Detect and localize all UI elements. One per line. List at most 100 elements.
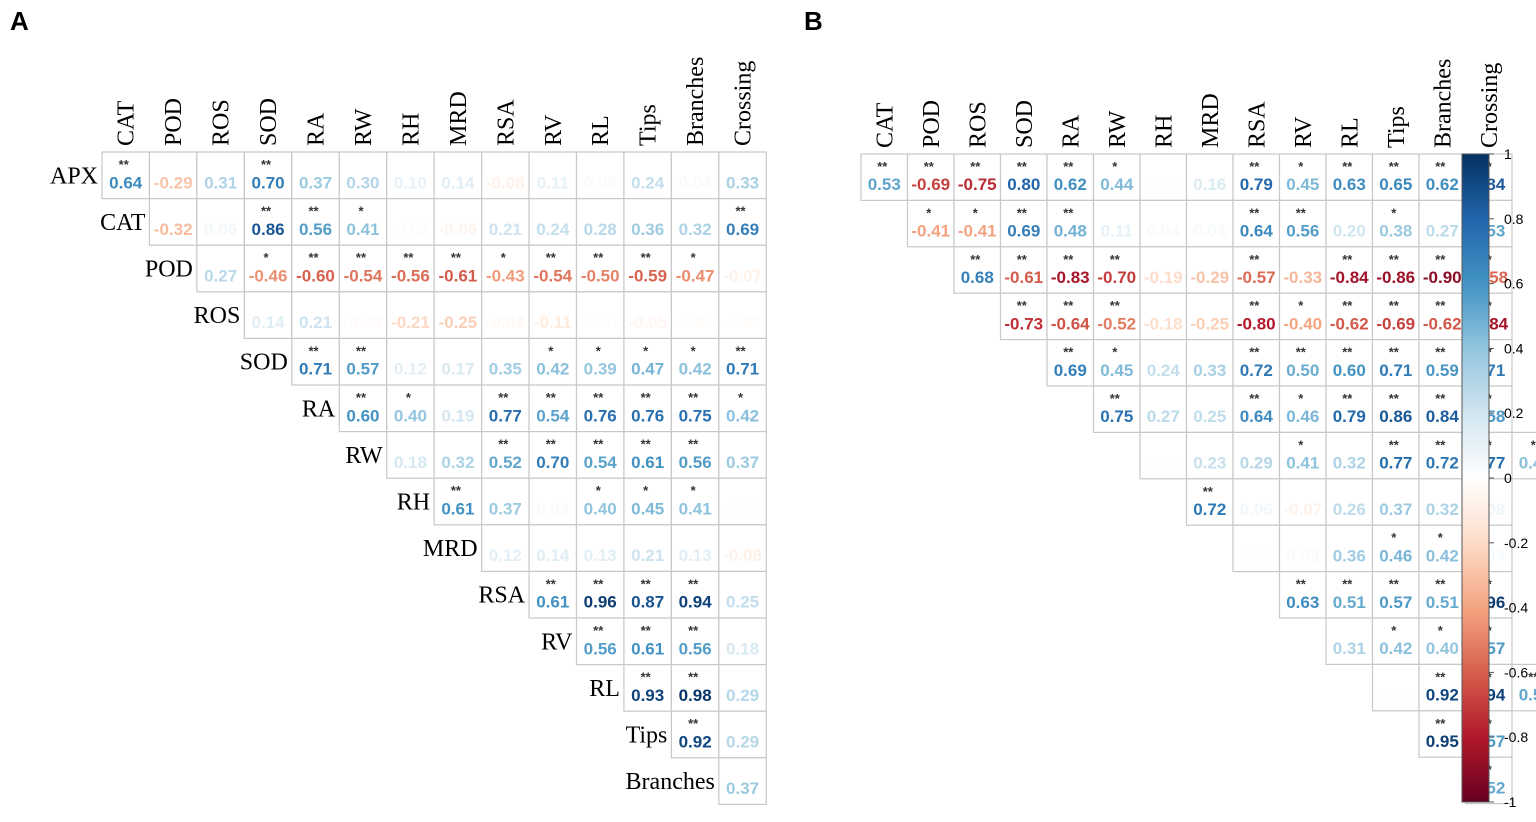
panel-b-value: 0.86 <box>1379 407 1412 426</box>
panel-a-significance: * <box>548 343 554 358</box>
panel-a-row-label: CAT <box>100 210 146 236</box>
panel-a-cell <box>481 477 530 526</box>
panel-a-value: -0.08 <box>723 546 762 565</box>
panel-a-cell <box>575 431 625 479</box>
panel-b-value: 0.41 <box>1286 454 1319 473</box>
panel-b-value: -0.25 <box>1190 314 1229 333</box>
panel-a-value: 0.42 <box>726 406 759 425</box>
panel-b-significance: ** <box>1342 252 1353 267</box>
panel-a-cell <box>623 431 673 479</box>
panel-b-significance: ** <box>924 159 935 174</box>
panel-a-significance: ** <box>688 716 699 731</box>
panel-b-cell <box>1418 385 1467 434</box>
panel-a-value: 0.11 <box>537 173 569 192</box>
panel-a-cell <box>528 337 578 386</box>
panel-a-cell <box>291 337 340 386</box>
panel-b-value: 0.06 <box>1240 500 1273 519</box>
panel-b-cell <box>1139 431 1188 480</box>
panel-a-value: 0.39 <box>584 360 617 379</box>
panel-a-value: -0.11 <box>534 313 572 332</box>
panel-b-cell <box>1232 385 1281 434</box>
panel-b-significance: ** <box>1203 484 1214 499</box>
colorbar: 1 0.8 0.6 0.4 0.2 0 -0.2 -0.4 -0.6 -0.8 -1 <box>1461 146 1528 810</box>
panel-a-value: 0.17 <box>441 360 474 379</box>
panel-a-value: 0.28 <box>584 220 617 239</box>
panel-a-significance: ** <box>546 250 557 265</box>
panel-a-row-label: Tips <box>626 723 668 749</box>
panel-a-value: 0.30 <box>346 173 379 192</box>
panel-a-significance: ** <box>641 437 652 452</box>
panel-a-value: -0.54 <box>344 267 383 286</box>
panel-b-cell <box>906 199 955 248</box>
panel-b-value: 0.42 <box>1426 546 1459 565</box>
panel-b-col-label: ROS <box>965 101 991 148</box>
panel-a-value: -0.05 <box>628 313 667 332</box>
panel-b-value: 0.01 <box>1147 175 1180 194</box>
panel-a-value: -0.29 <box>154 173 193 192</box>
panel-b-cell <box>1371 524 1420 573</box>
panel-b-cell <box>1185 478 1234 526</box>
panel-b-value: 0.63 <box>1333 175 1366 194</box>
panel-a-value: 0.37 <box>489 500 522 519</box>
panel-a-value: 0.42 <box>536 360 569 379</box>
panel-a-row-label: APX <box>50 163 98 189</box>
panel-b-value: -0.57 <box>1237 268 1276 287</box>
panel-a-value: -0.07 <box>723 267 762 286</box>
panel-b-significance: ** <box>1296 577 1307 592</box>
panel-a-value: 0.10 <box>394 173 427 192</box>
panel-a-value: 0.61 <box>631 453 664 472</box>
panel-b-value: 0.04 <box>1147 222 1181 241</box>
panel-a-value: 0.70 <box>252 173 285 192</box>
panel-b-significance: ** <box>1389 345 1400 360</box>
panel-a-cell <box>718 198 767 246</box>
panel-a-value: 0.61 <box>631 639 664 658</box>
panel-b-value: 0.42 <box>1379 639 1412 658</box>
panel-a-col-label: ROS <box>209 99 235 146</box>
panel-b-col-label: RH <box>1151 115 1177 148</box>
panel-a-cell <box>528 198 578 246</box>
panel-b-cell <box>1232 153 1281 202</box>
panel-b-significance: * <box>1391 205 1397 220</box>
panel-b-significance: ** <box>1528 669 1536 684</box>
panel-b-significance: ** <box>1389 159 1400 174</box>
panel-b-significance: ** <box>877 159 888 174</box>
panel-a-significance: * <box>596 343 602 358</box>
panel-a-value: 0.14 <box>252 313 286 332</box>
panel-b-col-label: Tips <box>1384 106 1410 148</box>
panel-a-significance: ** <box>736 204 747 219</box>
panel-a-cell <box>718 477 767 526</box>
panel-b-significance: * <box>1438 623 1444 638</box>
panel-a-cell <box>528 524 578 572</box>
panel-a-cell <box>196 198 245 246</box>
panel-b-value: 0.16 <box>1193 175 1226 194</box>
panel-a-cell <box>718 663 767 712</box>
panel-b-col-label: CAT <box>872 102 898 148</box>
panel-a-cell <box>386 384 435 433</box>
panel-a-row-label: POD <box>145 257 193 283</box>
panel-a-row-label: RH <box>397 490 430 516</box>
panel-a-significance: ** <box>688 390 699 405</box>
panel-a-cell <box>528 151 578 200</box>
panel-b-value: 0.45 <box>1100 361 1133 380</box>
panel-b-cell <box>1418 153 1467 202</box>
panel-b-cell <box>1325 617 1374 666</box>
panel-a-value: 0.35 <box>489 360 522 379</box>
panel-b-value: 0.80 <box>1007 175 1040 194</box>
colorbar-tick-label: 0.6 <box>1504 276 1524 292</box>
panel-b-cell <box>953 246 1002 294</box>
panel-b-value: 0.57 <box>1379 593 1412 612</box>
panel-a-value: -0.01 <box>581 313 620 332</box>
panel-b-value: 0.36 <box>1333 546 1366 565</box>
panel-b-significance: ** <box>1342 391 1353 406</box>
panel-b-value: -0.62 <box>1423 314 1462 333</box>
panel-b-significance: ** <box>1435 252 1446 267</box>
panel-a-value: -0.59 <box>628 267 667 286</box>
panel-a-value: 0.13 <box>679 546 712 565</box>
panel-b-letter: B <box>804 6 823 36</box>
panel-a-cell <box>718 151 767 200</box>
panel-a-significance: ** <box>119 157 130 172</box>
panel-b-value: 0.24 <box>1147 361 1181 380</box>
panel-a-cell <box>433 477 483 526</box>
panel-a-value: 0.12 <box>394 360 427 379</box>
panel-b-cell <box>1278 292 1327 341</box>
